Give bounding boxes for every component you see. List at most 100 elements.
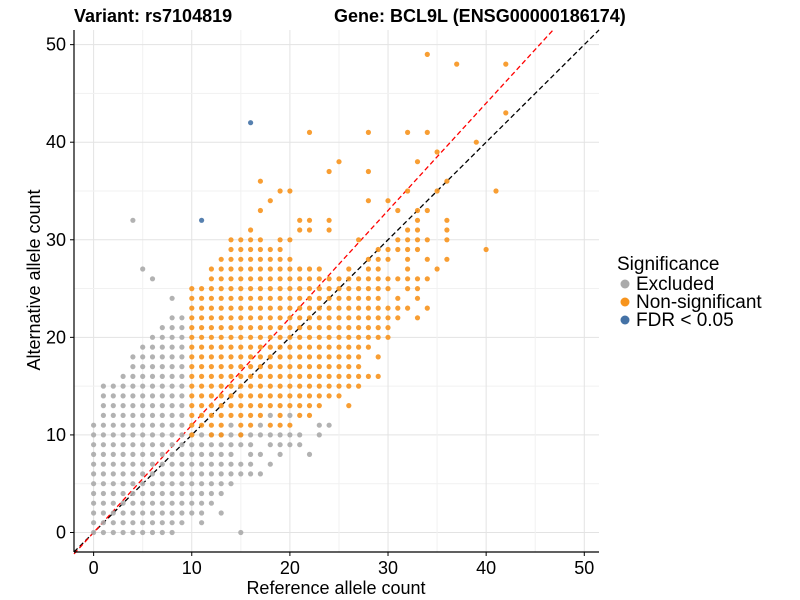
point-non-significant: [267, 305, 273, 311]
y-axis-label: Alternative allele count: [24, 189, 44, 370]
point-excluded: [159, 500, 165, 506]
point-excluded: [179, 490, 185, 497]
point-excluded: [159, 344, 165, 350]
point-non-significant: [208, 334, 214, 340]
point-excluded: [91, 422, 97, 428]
point-non-significant: [287, 393, 293, 399]
point-non-significant: [326, 383, 332, 389]
point-non-significant: [356, 344, 362, 350]
point-non-significant: [287, 325, 293, 331]
point-non-significant: [277, 393, 283, 399]
point-excluded: [140, 432, 146, 438]
tick-labels: 0 10 20 30 40 50 0 10 20 30 40 50: [46, 35, 594, 578]
point-excluded: [130, 442, 136, 448]
point-excluded: [169, 354, 175, 360]
point-excluded: [169, 432, 175, 438]
point-non-significant: [199, 354, 205, 360]
point-non-significant: [267, 364, 273, 370]
point-excluded: [267, 442, 273, 448]
point-fdr-0-05: [248, 120, 254, 126]
point-excluded: [100, 432, 106, 438]
point-non-significant: [257, 237, 263, 243]
point-excluded: [110, 442, 116, 448]
point-non-significant: [414, 207, 421, 214]
point-excluded: [130, 461, 136, 467]
point-non-significant: [306, 364, 313, 370]
point-non-significant: [189, 373, 195, 379]
point-non-significant: [444, 178, 450, 184]
point-excluded: [179, 451, 185, 457]
point-excluded: [179, 500, 185, 506]
point-excluded: [91, 490, 97, 497]
point-non-significant: [267, 325, 273, 331]
point-non-significant: [365, 325, 371, 331]
point-excluded: [189, 471, 195, 477]
point-non-significant: [189, 295, 195, 301]
point-excluded: [169, 403, 175, 409]
point-non-significant: [356, 305, 362, 311]
point-excluded: [218, 442, 224, 448]
point-non-significant: [385, 305, 391, 311]
point-non-significant: [287, 256, 293, 262]
point-non-significant: [336, 159, 342, 165]
point-excluded: [169, 334, 175, 340]
point-non-significant: [375, 334, 381, 340]
point-non-significant: [316, 373, 322, 379]
point-non-significant: [248, 276, 254, 282]
point-non-significant: [375, 354, 381, 360]
point-non-significant: [248, 344, 254, 350]
point-non-significant: [199, 383, 205, 389]
point-non-significant: [277, 246, 283, 253]
point-non-significant: [375, 256, 381, 262]
point-non-significant: [228, 364, 234, 370]
point-non-significant: [257, 305, 263, 311]
point-non-significant: [277, 334, 283, 340]
point-excluded: [159, 520, 165, 526]
point-non-significant: [375, 315, 381, 321]
point-excluded: [120, 383, 126, 389]
point-excluded: [100, 403, 106, 409]
point-excluded: [238, 529, 244, 536]
point-non-significant: [248, 354, 254, 360]
point-non-significant: [189, 383, 195, 389]
point-excluded: [179, 412, 185, 418]
point-excluded: [287, 412, 293, 418]
point-excluded: [199, 451, 205, 457]
point-non-significant: [287, 286, 293, 292]
point-excluded: [169, 500, 175, 506]
point-non-significant: [267, 198, 273, 204]
point-non-significant: [208, 315, 214, 321]
point-excluded: [100, 481, 106, 487]
point-excluded: [169, 461, 175, 467]
point-excluded: [179, 383, 185, 389]
point-non-significant: [405, 246, 411, 253]
point-non-significant: [267, 315, 273, 321]
x-tick-label: 50: [574, 558, 594, 578]
point-non-significant: [414, 286, 421, 292]
point-non-significant: [326, 325, 332, 331]
point-excluded: [91, 500, 97, 506]
point-non-significant: [218, 286, 224, 292]
point-excluded: [248, 471, 254, 477]
point-excluded: [120, 481, 126, 487]
point-non-significant: [395, 295, 401, 301]
point-non-significant: [395, 237, 401, 243]
point-excluded: [179, 393, 185, 399]
point-non-significant: [228, 354, 234, 360]
point-non-significant: [395, 207, 401, 214]
point-non-significant: [375, 286, 381, 292]
legend-label: Excluded: [636, 274, 714, 295]
point-non-significant: [277, 325, 283, 331]
point-non-significant: [257, 295, 263, 301]
point-non-significant: [248, 227, 254, 233]
point-non-significant: [277, 305, 283, 311]
point-excluded: [130, 373, 136, 379]
point-non-significant: [218, 295, 224, 301]
point-excluded: [306, 451, 313, 457]
point-excluded: [110, 529, 116, 536]
point-non-significant: [238, 334, 244, 340]
point-non-significant: [238, 256, 244, 262]
point-excluded: [140, 529, 146, 536]
point-non-significant: [297, 227, 303, 233]
